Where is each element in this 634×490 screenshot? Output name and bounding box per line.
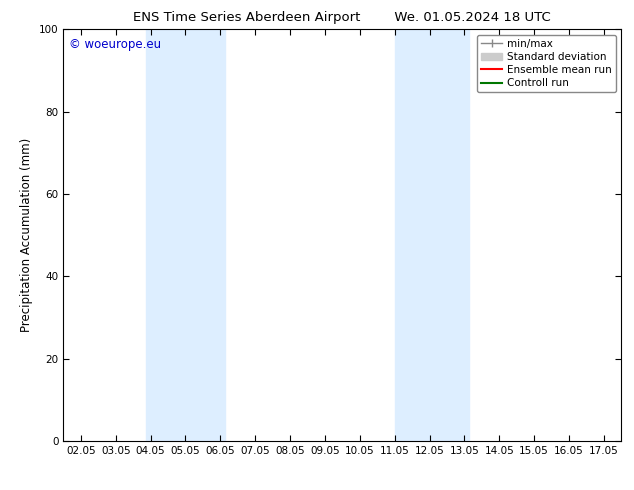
Title: ENS Time Series Aberdeen Airport        We. 01.05.2024 18 UTC: ENS Time Series Aberdeen Airport We. 01.… — [134, 11, 551, 24]
Bar — [394, 29, 469, 441]
Bar — [146, 29, 225, 441]
Y-axis label: Precipitation Accumulation (mm): Precipitation Accumulation (mm) — [20, 138, 34, 332]
Legend: min/max, Standard deviation, Ensemble mean run, Controll run: min/max, Standard deviation, Ensemble me… — [477, 35, 616, 92]
Text: © woeurope.eu: © woeurope.eu — [69, 38, 161, 50]
